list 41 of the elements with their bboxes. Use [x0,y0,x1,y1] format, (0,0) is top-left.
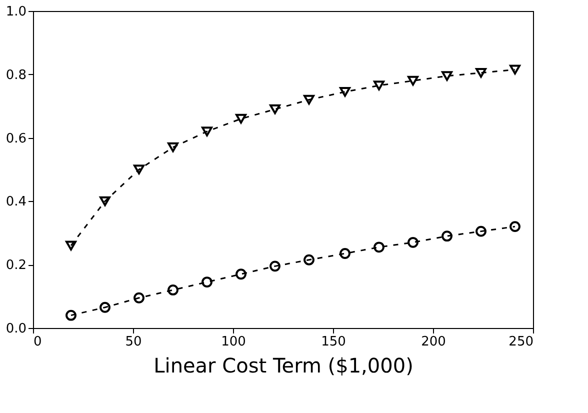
point [236,268,246,280]
point [100,302,110,313]
point [374,242,384,253]
y-tick-label: 0.8 [6,68,26,83]
point [476,68,486,78]
point [236,114,246,124]
point [134,164,144,174]
point [202,276,212,288]
point [408,236,418,248]
point [408,76,418,86]
point [270,104,280,114]
x-tick-label: 250 [508,334,534,350]
point [66,310,76,321]
y-tick-label: 0.4 [6,194,26,210]
point [66,240,76,250]
y-tick-label: 0.0 [6,322,26,336]
x-tick-label: 0 [34,334,42,350]
x-axis-title: Linear Cost Term ($1,000) [154,354,414,378]
point [442,230,452,242]
y-tick-label: 0.6 [6,131,26,146]
point [374,80,384,90]
point [168,284,178,296]
x-tick-label: 50 [125,334,142,350]
point [270,260,280,272]
point [340,86,350,97]
point [510,221,520,232]
point [202,126,212,136]
x-tick-label: 200 [421,334,446,350]
x-tick-label: 100 [221,334,246,350]
point [304,254,314,266]
point [100,196,110,206]
point [340,248,350,259]
y-tick-label: 1.0 [6,4,26,20]
point [304,94,314,105]
point [168,142,178,152]
point [442,71,452,81]
point [134,292,144,304]
y-tick-label: 0.2 [6,258,26,274]
x-tick-label: 150 [321,334,346,350]
point [510,64,520,75]
point [476,226,486,237]
